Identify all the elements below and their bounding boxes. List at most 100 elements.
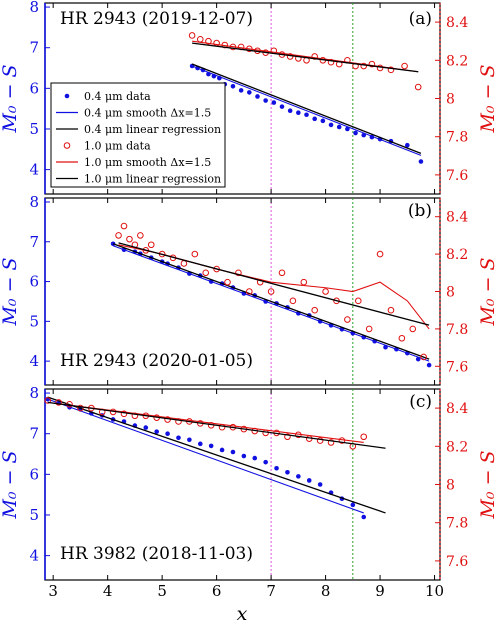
smooth-line bbox=[118, 244, 430, 330]
data-point-red bbox=[77, 404, 84, 412]
data-point-blue bbox=[361, 514, 367, 520]
data-point-blue bbox=[187, 437, 192, 443]
left-tick-label: 4 bbox=[29, 161, 39, 179]
panel-letter: (a) bbox=[409, 9, 432, 29]
panel-letter: (c) bbox=[409, 392, 432, 412]
data-point-red bbox=[126, 235, 133, 243]
data-point-blue bbox=[426, 362, 432, 368]
data-point-red bbox=[409, 325, 417, 333]
data-point-blue bbox=[238, 88, 244, 93]
data-point-blue bbox=[154, 429, 159, 434]
x-axis-label: x bbox=[237, 603, 248, 625]
data-point-red bbox=[344, 316, 351, 323]
left-tick-label: 7 bbox=[29, 39, 39, 57]
data-point-red bbox=[235, 269, 242, 277]
regression-line bbox=[192, 42, 419, 73]
data-point-red bbox=[376, 64, 384, 72]
data-point-blue bbox=[317, 482, 323, 487]
left-tick-label: 7 bbox=[29, 233, 39, 251]
right-tick-label: 7.8 bbox=[446, 130, 468, 146]
data-point-red bbox=[420, 353, 427, 361]
data-point-red bbox=[365, 325, 373, 333]
x-tick-label: 10 bbox=[425, 582, 444, 600]
data-point-blue bbox=[336, 124, 342, 130]
data-point-red bbox=[300, 278, 308, 286]
data-point-blue bbox=[274, 465, 279, 471]
data-point-red bbox=[180, 260, 188, 267]
data-point-red bbox=[401, 62, 408, 70]
data-point-blue bbox=[165, 431, 170, 437]
data-point-blue bbox=[219, 447, 225, 453]
data-point-blue bbox=[418, 159, 424, 164]
data-point-blue bbox=[208, 443, 214, 449]
data-point-blue bbox=[320, 118, 326, 124]
x-tick-label: 8 bbox=[321, 582, 331, 600]
data-point-red bbox=[327, 439, 335, 446]
left-tick-label: 4 bbox=[29, 547, 39, 565]
data-point-blue bbox=[306, 478, 312, 483]
y-axis-label-right: M₀ − S bbox=[477, 257, 499, 326]
data-point-red bbox=[376, 250, 384, 258]
data-point-blue bbox=[353, 130, 358, 136]
data-point-blue bbox=[197, 441, 203, 447]
left-tick-label: 5 bbox=[29, 312, 39, 330]
left-tick-label: 7 bbox=[29, 425, 39, 443]
data-point-blue bbox=[247, 90, 252, 95]
left-tick-label: 4 bbox=[29, 352, 39, 370]
data-point-red bbox=[284, 433, 291, 441]
data-point-red bbox=[224, 278, 231, 286]
y-axis-label-right: M₀ − S bbox=[477, 450, 499, 519]
data-point-blue bbox=[296, 110, 301, 116]
data-point-red bbox=[316, 437, 324, 444]
regression-line bbox=[191, 63, 422, 154]
data-point-blue bbox=[287, 108, 293, 113]
data-point-red bbox=[55, 399, 62, 406]
right-tick-label: 8.4 bbox=[446, 15, 468, 31]
right-tick-label: 7.6 bbox=[446, 359, 468, 375]
data-point-red bbox=[360, 62, 368, 70]
data-point-red bbox=[398, 334, 406, 342]
x-tick-label: 9 bbox=[375, 582, 385, 600]
data-point-red bbox=[188, 32, 196, 39]
right-tick-label: 8 bbox=[446, 478, 455, 494]
data-point-blue bbox=[143, 425, 149, 430]
data-point-blue bbox=[328, 122, 334, 128]
data-point-blue bbox=[304, 112, 309, 118]
data-point-blue bbox=[405, 142, 410, 148]
data-point-red bbox=[289, 297, 297, 305]
data-point-red bbox=[202, 269, 210, 277]
data-point-red bbox=[137, 232, 144, 239]
smooth-line bbox=[112, 245, 430, 362]
data-point-blue bbox=[271, 100, 277, 105]
left-tick-label: 5 bbox=[29, 120, 39, 138]
x-tick-label: 6 bbox=[212, 582, 222, 600]
y-axis-label-left: M₀ − S bbox=[0, 450, 21, 519]
panels-group: 4 5 6 7 8 7.6 7.8 8 8.2 8.4 M₀ − S M₀ − S HR 2943 (2… bbox=[0, 0, 499, 600]
data-point-red bbox=[120, 222, 128, 230]
x-tick-label: 7 bbox=[266, 582, 276, 600]
data-point-red bbox=[191, 250, 199, 258]
data-point-blue bbox=[110, 241, 116, 247]
data-point-blue bbox=[252, 455, 258, 461]
data-point-red bbox=[387, 306, 395, 314]
data-point-red bbox=[115, 232, 122, 239]
legend: 0.4 μm data 0.4 μm smooth Δx=1.5 0.4 μm li… bbox=[50, 82, 226, 188]
data-point-blue bbox=[345, 126, 350, 132]
regression-line bbox=[47, 401, 386, 449]
data-point-red bbox=[414, 83, 422, 91]
data-point-red bbox=[387, 66, 395, 74]
left-tick-label: 6 bbox=[29, 465, 39, 483]
left-tick-label: 8 bbox=[29, 0, 39, 16]
right-tick-label: 7.8 bbox=[446, 516, 468, 532]
data-point-red bbox=[147, 241, 155, 249]
left-tick-label: 5 bbox=[29, 506, 39, 524]
regression-line bbox=[118, 242, 430, 326]
legend-label: 0.4 μm smooth Δx=1.5 bbox=[84, 107, 211, 120]
right-tick-label: 8.2 bbox=[446, 247, 468, 263]
data-point-red bbox=[368, 60, 376, 68]
data-point-red bbox=[327, 58, 335, 66]
right-tick-label: 7.6 bbox=[446, 554, 468, 570]
right-tick-label: 8.4 bbox=[446, 401, 468, 417]
data-point-blue bbox=[176, 435, 181, 441]
data-point-red bbox=[360, 433, 368, 441]
